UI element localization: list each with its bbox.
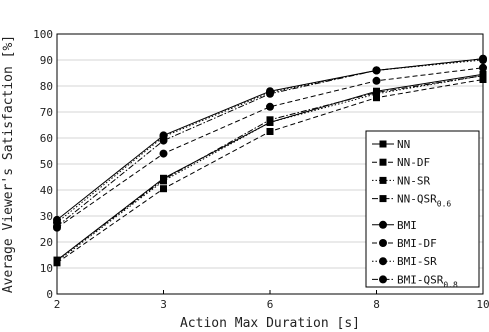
legend-marker [379,275,387,284]
x-tick-label: 10 [476,298,489,311]
legend-item: NN [372,138,410,151]
legend-label: BMI-QSR0.8 [397,273,458,289]
legend-label: NN [397,138,410,151]
y-tick-label: 10 [40,262,53,275]
x-tick-label: 8 [373,298,380,311]
legend-item: BMI-DF [372,237,437,250]
legend-item: NN-DF [372,156,430,169]
x-tick-label: 6 [267,298,274,311]
y-tick-label: 60 [40,132,53,145]
legend-item: BMI [372,219,417,232]
data-point [159,136,168,145]
legend-label: BMI-SR [397,255,437,268]
legend-marker [379,257,387,266]
data-point [159,149,168,158]
y-axis-ticks: 0 10 20 30 40 50 60 70 80 90 100 [33,28,53,301]
x-axis-ticks: 2 3 6 8 10 [54,290,489,311]
y-tick-label: 0 [46,288,53,301]
data-point [266,102,274,111]
legend-label: NN-SR [397,174,430,187]
y-tick-label: 40 [40,184,53,197]
y-tick-label: 90 [40,54,53,67]
legend-marker [379,176,387,184]
legend-label: NN-QSR0.6 [397,193,451,209]
y-tick-label: 80 [40,80,53,93]
x-tick-label: 3 [160,298,167,311]
x-axis-label: Action Max Duration [s] [180,316,360,331]
legend-item: BMI-QSR0.8 [372,273,458,289]
plot-frame [56,33,484,295]
series-bmi-qsr-08 [53,54,487,231]
data-point [266,89,274,98]
legend-label: NN-DF [397,156,430,169]
legend-item: BMI-SR [372,255,437,268]
legend-marker [379,195,387,203]
data-point [160,185,167,193]
y-axis-label: Average Viewer's Satisfaction [%] [1,35,16,293]
y-tick-label: 20 [40,236,53,249]
legend-marker [379,158,387,166]
data-point [372,76,381,85]
data-point [372,66,381,75]
legend-marker [379,239,387,247]
data-point [373,89,380,96]
legend-marker [379,140,387,148]
legend-label: BMI [397,219,417,232]
data-point [373,94,380,102]
x-tick-label: 2 [54,298,61,311]
data-point [266,116,274,124]
legend-marker [379,220,387,229]
data-point [160,176,167,184]
legend-item: NN-SR [372,174,430,187]
data-point [266,128,274,135]
legend-item: NN-QSR0.6 [372,193,451,209]
y-tick-label: 50 [40,158,53,171]
y-tick-label: 70 [40,106,53,119]
y-tick-label: 30 [40,210,53,223]
legend: NN NN-DF NN-SR NN-QSR0.6 BMI BMI-DF BMI-SR BMI-… [365,130,480,289]
legend-label: BMI-DF [397,237,437,250]
y-tick-label: 100 [33,28,53,41]
